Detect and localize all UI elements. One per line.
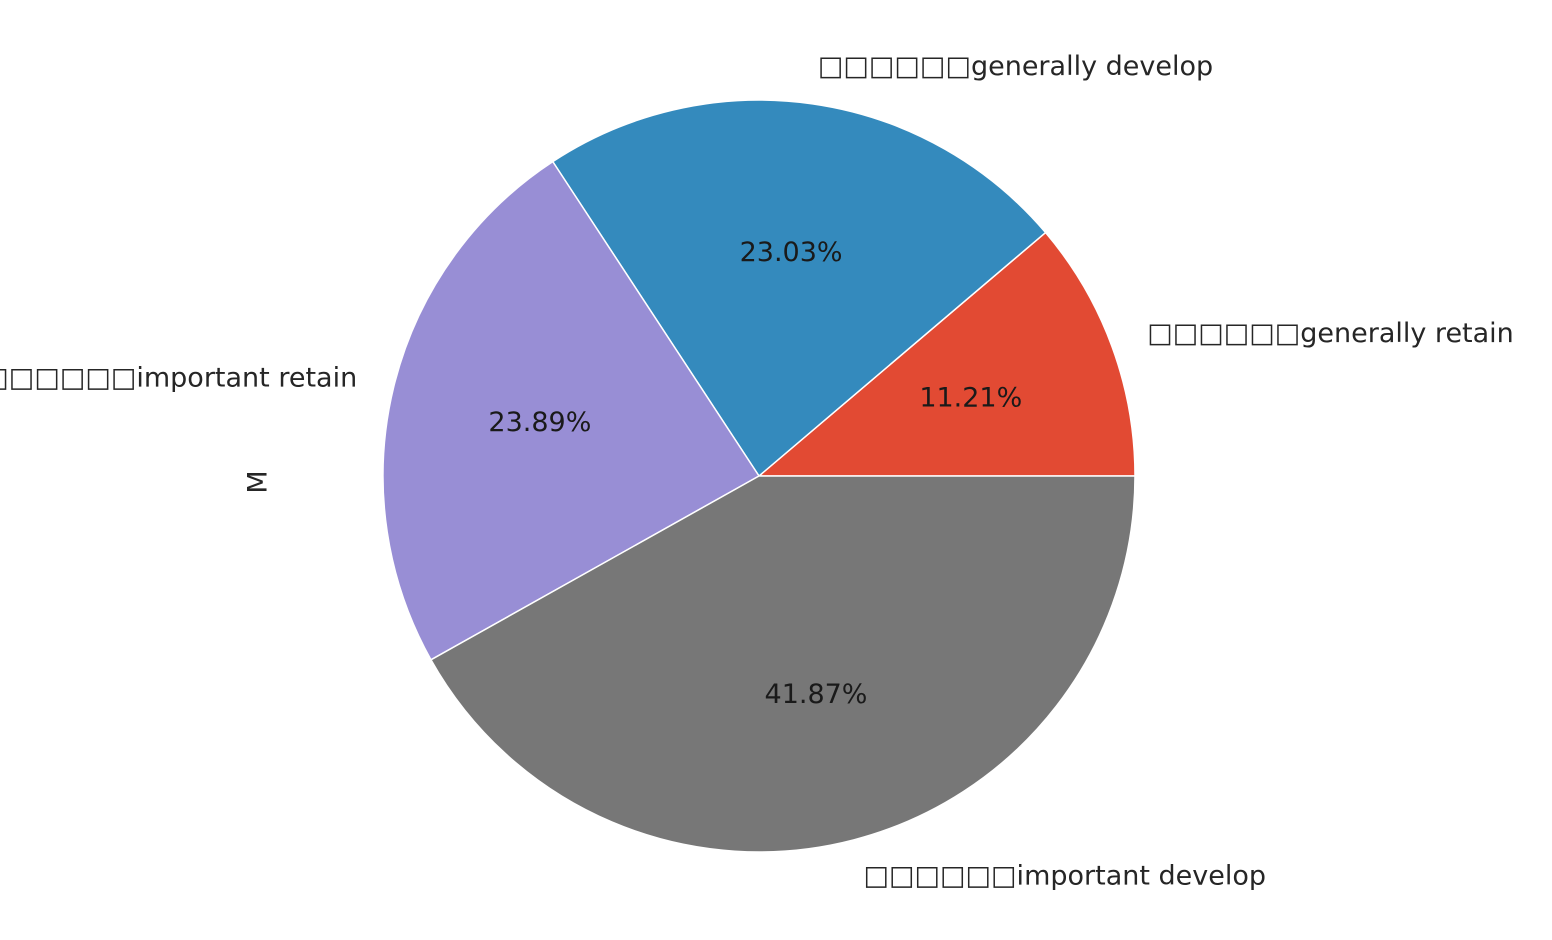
pie-wedges bbox=[382, 99, 1136, 853]
pie-labels: 11.21% □□□□□□generally retain 23.03% □□□□□□… bbox=[0, 51, 1514, 892]
y-axis-label: M bbox=[243, 470, 274, 493]
slice-category-label: □□□□□□important retain bbox=[0, 362, 357, 393]
pie-slice bbox=[552, 99, 1047, 477]
pie-slice bbox=[758, 231, 1136, 477]
slice-category-label: □□□□□□generally retain bbox=[1147, 318, 1514, 349]
slice-category-label: □□□□□□important develop bbox=[864, 861, 1267, 892]
slice-percent-label: 23.03% bbox=[740, 237, 843, 268]
slice-percent-label: 41.87% bbox=[765, 679, 868, 710]
pie-slice bbox=[382, 160, 760, 661]
slice-category-label: □□□□□□generally develop bbox=[818, 51, 1213, 82]
slice-percent-label: 23.89% bbox=[488, 407, 591, 438]
slice-percent-label: 11.21% bbox=[919, 383, 1022, 414]
pie-slice bbox=[430, 475, 1136, 853]
